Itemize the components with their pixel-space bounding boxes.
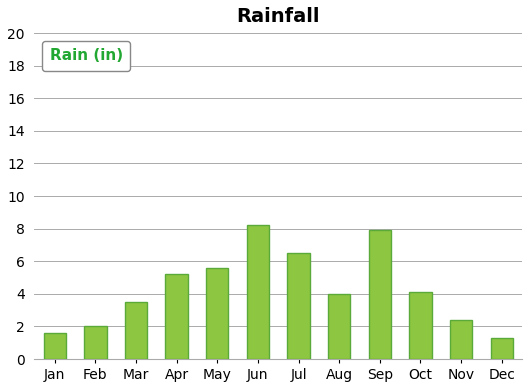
- Bar: [84, 326, 106, 359]
- Bar: [43, 333, 66, 359]
- Bar: [206, 268, 229, 359]
- Bar: [450, 320, 472, 359]
- Bar: [369, 230, 391, 359]
- Bar: [247, 225, 269, 359]
- Bar: [409, 292, 432, 359]
- Bar: [125, 302, 147, 359]
- Bar: [490, 338, 513, 359]
- Bar: [287, 253, 309, 359]
- Bar: [166, 274, 188, 359]
- Title: Rainfall: Rainfall: [236, 7, 320, 26]
- Legend: Rain (in): Rain (in): [42, 41, 131, 71]
- Bar: [328, 294, 350, 359]
